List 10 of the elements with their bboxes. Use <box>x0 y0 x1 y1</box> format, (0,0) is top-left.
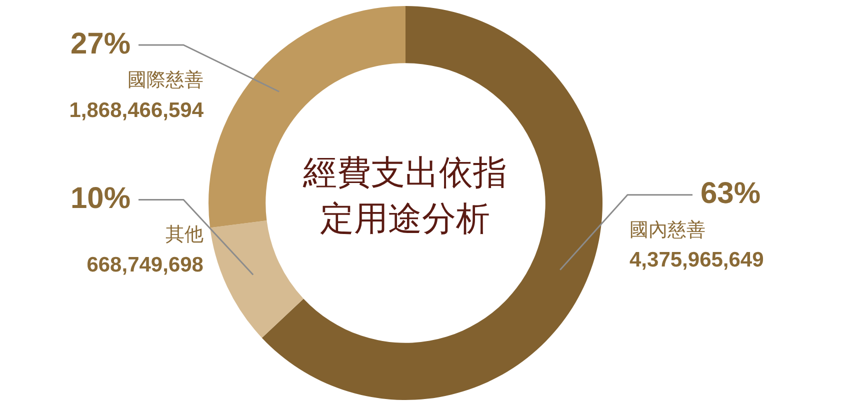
slice-label: 其他 <box>166 224 204 246</box>
data-label: 10% <box>70 182 130 215</box>
slice-label: 國際慈善 <box>128 68 204 91</box>
text: 1,868,466,594 <box>69 98 204 122</box>
text: 經費支出依指定用途分析 <box>302 152 508 241</box>
text: 668,749,698 <box>86 254 204 277</box>
slice-label: 國內慈善 <box>630 218 706 241</box>
text: 4,375,965,649 <box>630 248 764 272</box>
data-label: 27% <box>70 27 130 60</box>
data-label: 63% <box>700 177 761 210</box>
